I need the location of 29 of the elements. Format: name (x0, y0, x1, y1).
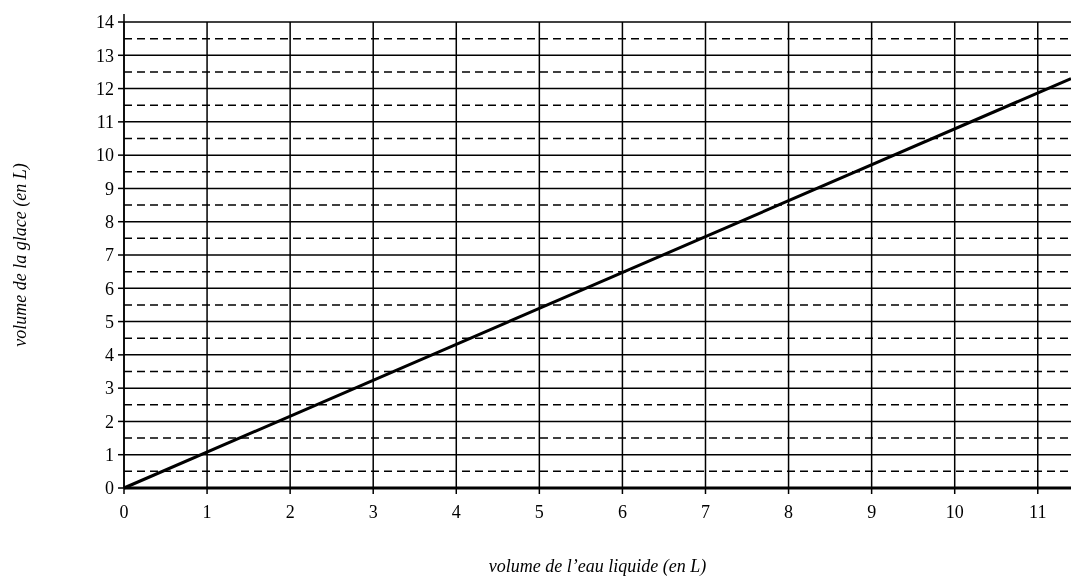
x-tick-label: 0 (119, 502, 129, 522)
y-tick-label: 7 (105, 245, 114, 266)
x-tick-label: 11 (1029, 502, 1047, 522)
x-tick-label: 1 (202, 502, 212, 522)
y-tick-label: 3 (105, 378, 114, 399)
y-tick-label: 5 (105, 311, 114, 332)
y-tick-label: 13 (96, 45, 114, 66)
y-axis-title: volume de la glace (en L) (10, 163, 31, 347)
x-tick-label: 6 (617, 502, 627, 522)
y-tick-label: 1 (105, 445, 114, 466)
y-tick-label: 10 (96, 145, 114, 166)
x-tick-label: 9 (867, 502, 877, 522)
x-tick-label: 7 (700, 502, 710, 522)
x-tick-label: 10 (945, 502, 964, 522)
y-tick-label: 14 (96, 12, 114, 33)
y-tick-label: 9 (105, 178, 114, 199)
x-axis-title: volume de l’eau liquide (en L) (488, 556, 707, 577)
y-tick-label: 0 (105, 478, 114, 499)
y-tick-label: 11 (96, 112, 114, 133)
x-tick-label: 4 (451, 502, 461, 522)
x-tick-label: 8 (784, 502, 794, 522)
y-tick-label: 4 (105, 345, 114, 366)
y-tick-label: 8 (105, 212, 114, 233)
x-tick-label: 3 (368, 502, 378, 522)
x-tick-label: 5 (534, 502, 544, 522)
x-tick-label: 2 (285, 502, 295, 522)
y-tick-label: 2 (105, 411, 114, 432)
y-tick-label: 6 (105, 278, 114, 299)
y-tick-label: 12 (96, 78, 114, 99)
